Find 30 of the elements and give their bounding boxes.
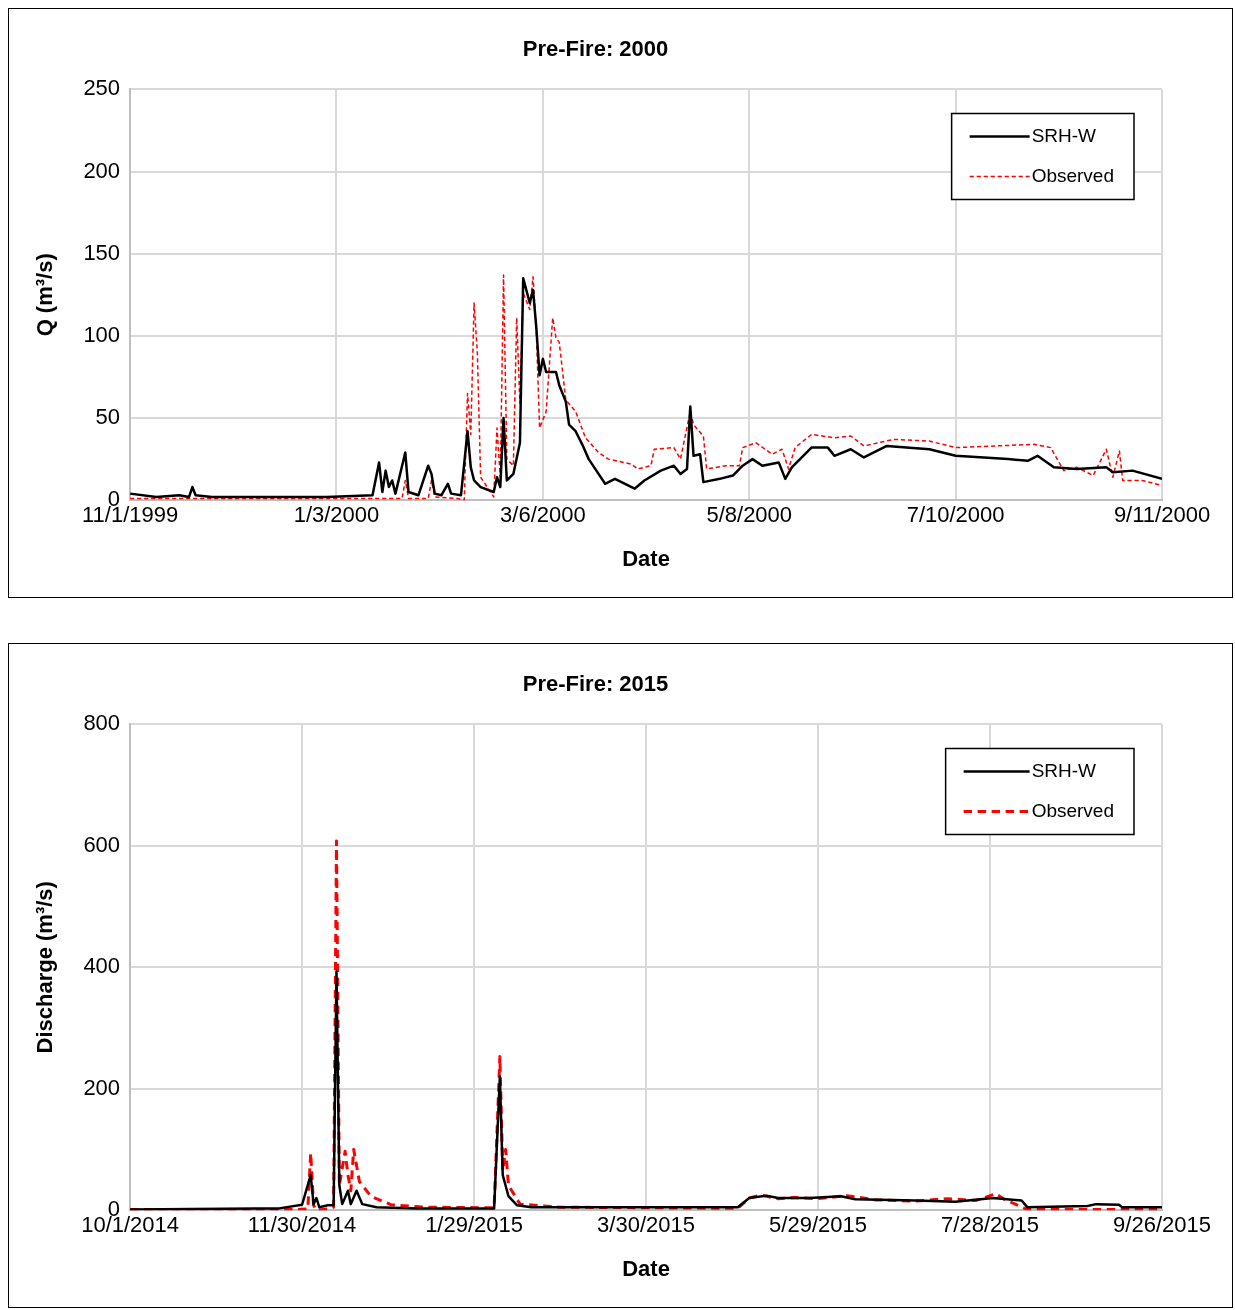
- x-axis-title: Date: [622, 545, 670, 571]
- legend-label: SRH-W: [1031, 759, 1097, 781]
- x-tick-label: 5/8/2000: [706, 502, 793, 528]
- y-tick-label: 800: [83, 710, 121, 736]
- y-tick-label: 50: [95, 404, 121, 430]
- chart-title: Pre-Fire: 2015: [522, 671, 669, 697]
- legend-label: Observed: [1031, 164, 1114, 186]
- y-axis-title: Discharge (m³/s): [32, 881, 58, 1054]
- x-axis-title: Date: [622, 1255, 670, 1281]
- y-tick-label: 600: [83, 831, 121, 857]
- chart-title: Pre-Fire: 2000: [522, 36, 669, 62]
- x-tick-label: 1/29/2015: [425, 1212, 524, 1238]
- y-axis-title: Q (m³/s): [32, 253, 58, 337]
- y-tick-label: 400: [83, 953, 121, 979]
- x-tick-label: 3/6/2000: [500, 502, 586, 528]
- x-tick-label: 3/30/2015: [597, 1212, 695, 1238]
- x-tick-label: 7/28/2015: [941, 1212, 1039, 1238]
- y-tick-label: 200: [83, 1074, 121, 1100]
- y-tick-label: 250: [83, 75, 121, 101]
- y-tick-label: 100: [83, 321, 121, 347]
- y-tick-label: 200: [83, 157, 121, 183]
- x-tick-label: 11/30/2014: [247, 1212, 357, 1238]
- x-tick-label: 1/3/2000: [293, 502, 380, 528]
- legend-label: Observed: [1031, 799, 1114, 821]
- x-tick-label: 9/26/2015: [1113, 1212, 1211, 1238]
- legend-label: SRH-W: [1031, 124, 1097, 146]
- y-tick-label: 150: [83, 239, 121, 265]
- x-tick-label: 7/10/2000: [906, 502, 1005, 528]
- x-tick-label: 5/29/2015: [769, 1212, 867, 1238]
- x-tick-label: 9/11/2000: [1113, 502, 1211, 528]
